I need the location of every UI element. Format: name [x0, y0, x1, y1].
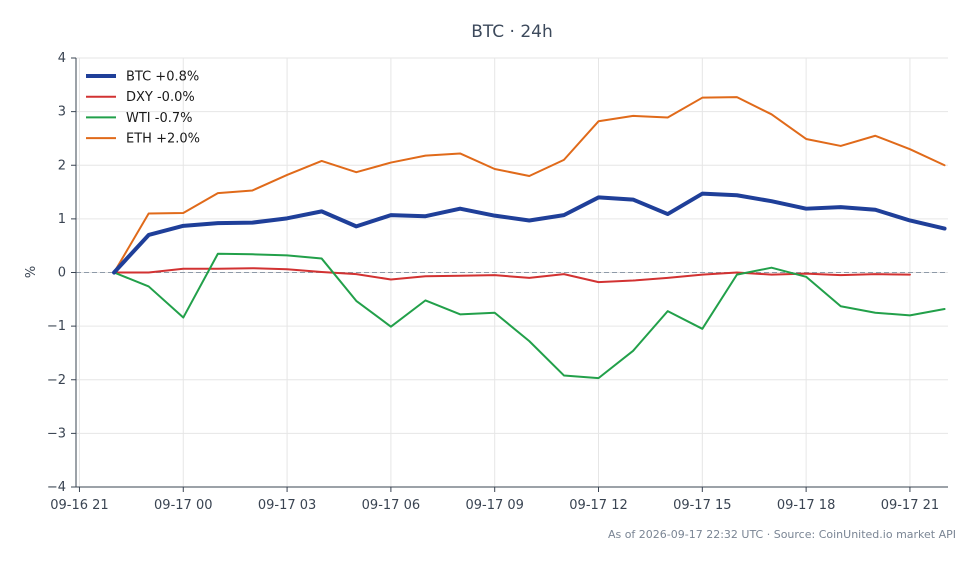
legend-label-eth: ETH +2.0%: [126, 132, 200, 147]
y-tick-label: 2: [58, 158, 66, 173]
x-tick-label: 09-17 21: [881, 498, 939, 513]
series-line-eth: [113, 96, 946, 274]
y-axis-label: %: [24, 266, 39, 278]
y-tick-label: 3: [58, 105, 66, 120]
footnote: As of 2026-09-17 22:32 UTC · Source: Coi…: [608, 528, 956, 541]
x-tick-label: 09-17 03: [258, 498, 316, 513]
x-tick-label: 09-17 15: [673, 498, 731, 513]
series-line-btc: [112, 191, 947, 275]
ticks: −4 −3 −2 −1 0 1 2 3 4 09-16 21 09-17 00 09-17 03 09-…: [47, 51, 939, 513]
x-tick-label: 09-17 18: [777, 498, 835, 513]
y-tick-label: 0: [58, 266, 66, 281]
y-tick-label: 1: [58, 212, 66, 227]
y-tick-label: 4: [58, 51, 66, 66]
x-tick-label: 09-17 09: [465, 498, 523, 513]
series: [112, 96, 947, 380]
series-line-dxy: [113, 267, 911, 284]
legend: BTC +0.8% DXY -0.0% WTI -0.7% ETH +2.0%: [86, 70, 200, 147]
series-line-wti: [113, 252, 946, 380]
chart-title: BTC · 24h: [471, 22, 553, 42]
y-tick-label: −4: [47, 480, 66, 495]
x-tick-label: 09-17 00: [154, 498, 212, 513]
y-tick-label: −3: [47, 426, 66, 441]
x-tick-label: 09-17 12: [569, 498, 627, 513]
y-tick-label: −1: [47, 319, 66, 334]
x-tick-label: 09-16 21: [50, 498, 108, 513]
y-tick-label: −2: [47, 373, 66, 388]
legend-label-wti: WTI -0.7%: [126, 111, 192, 126]
x-tick-label: 09-17 06: [362, 498, 420, 513]
legend-label-btc: BTC +0.8%: [126, 70, 199, 85]
legend-label-dxy: DXY -0.0%: [126, 90, 195, 105]
